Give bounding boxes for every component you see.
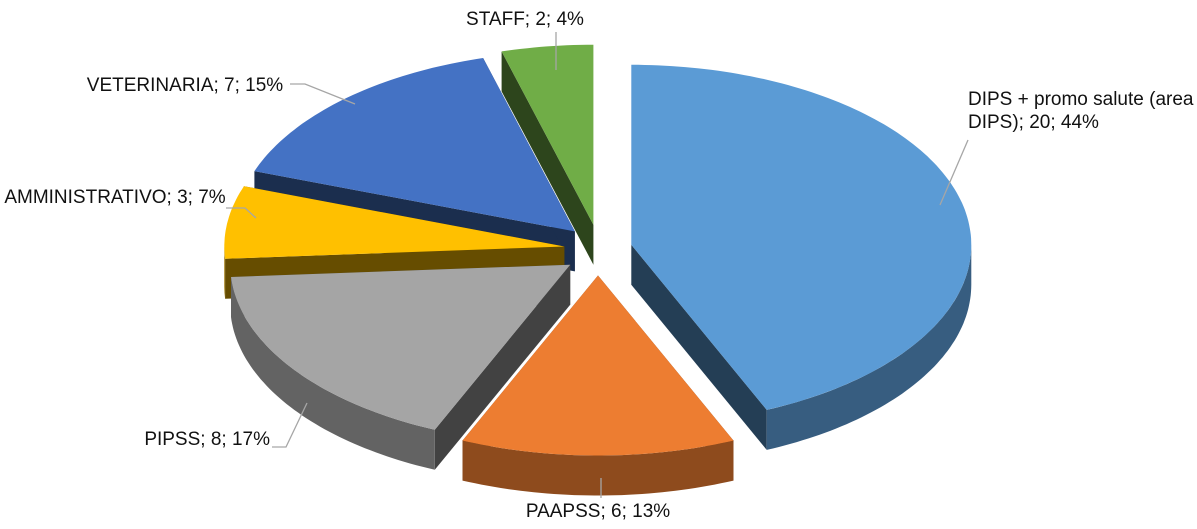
slice [231,264,571,470]
leader-line [226,207,257,219]
slice [631,64,972,450]
slice-side [631,244,767,450]
slice-top [501,44,594,225]
slice-wall [224,246,226,299]
slice-top [462,275,734,456]
data-label: VETERINARIA; 7; 15% [86,75,284,96]
slice-top [631,64,972,410]
data-label: DIPS + promo salute (area DIPS); 20; 44% [968,89,1194,133]
data-label: PAAPSS; 6; 13% [525,501,671,522]
leader-line [939,139,969,206]
slice-top [231,264,571,430]
data-label: PIPSS; 8; 17% [144,429,270,450]
slice-top [254,58,575,232]
slice-top [224,186,565,259]
leader-line [272,402,308,448]
data-label: STAFF; 2; 4% [466,9,584,30]
slice-side [434,264,571,470]
slice [501,44,594,265]
leader-line [290,83,356,105]
slice-wall [766,244,972,450]
slice-side [501,51,594,265]
slice [462,275,734,496]
slice-wall [462,440,734,496]
slice-wall [231,277,435,470]
data-label: AMMINISTRATIVO; 3; 7% [4,187,226,208]
